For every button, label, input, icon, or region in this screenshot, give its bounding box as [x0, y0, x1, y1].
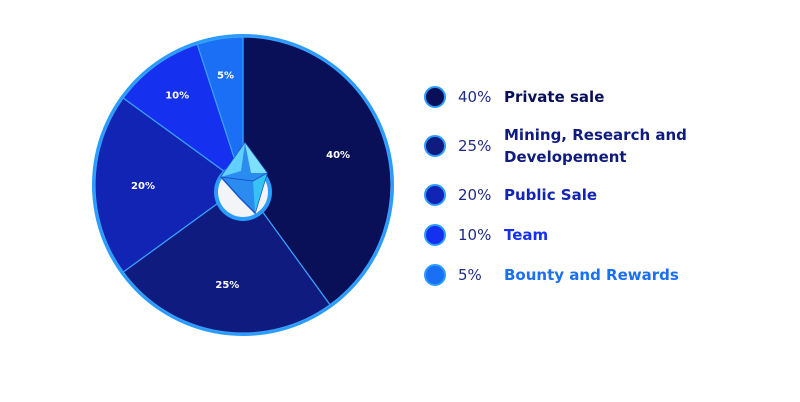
- legend-swatch: [424, 86, 446, 108]
- pie-slice-label: 20%: [131, 181, 155, 192]
- pie-slice-0: [242, 36, 392, 306]
- legend-percent: 5%: [458, 266, 482, 284]
- legend-percent: 40%: [458, 88, 492, 106]
- legend-item-private-sale: 40% Private sale: [424, 86, 604, 108]
- pie-slice-3: [122, 43, 245, 187]
- legend-swatch: [424, 184, 446, 206]
- legend-swatch: [424, 224, 446, 246]
- legend-label: Private sale: [504, 88, 605, 106]
- legend-item-bounty: 5% Bounty and Rewards: [424, 264, 679, 286]
- pie-slice-label: 5%: [217, 70, 234, 81]
- legend-item-team: 10% Team: [424, 224, 548, 246]
- pie-slice-label: 10%: [165, 90, 189, 101]
- legend-label: Bounty and Rewards: [504, 266, 679, 284]
- legend-percent: 25%: [458, 137, 492, 155]
- legend-label: Public Sale: [504, 186, 598, 204]
- pie-slice-4: [196, 36, 244, 186]
- legend-percent: 10%: [458, 226, 492, 244]
- pie-slice-1: [122, 184, 331, 334]
- legend-percent: 20%: [458, 186, 492, 204]
- legend-swatch: [424, 135, 446, 157]
- pie-slice-2: [94, 97, 245, 273]
- legend-label: Team: [504, 226, 549, 244]
- legend-item-public-sale: 20% Public Sale: [424, 184, 597, 206]
- pie-slice-label: 40%: [326, 150, 350, 161]
- pie-slice-label: 25%: [215, 280, 239, 291]
- legend-item-mining: 25% Mining, Research and Developement: [424, 124, 694, 168]
- legend-swatch: [424, 264, 446, 286]
- legend-label: Mining, Research and Developement: [504, 126, 687, 166]
- diamond-logo-icon: [214, 141, 272, 221]
